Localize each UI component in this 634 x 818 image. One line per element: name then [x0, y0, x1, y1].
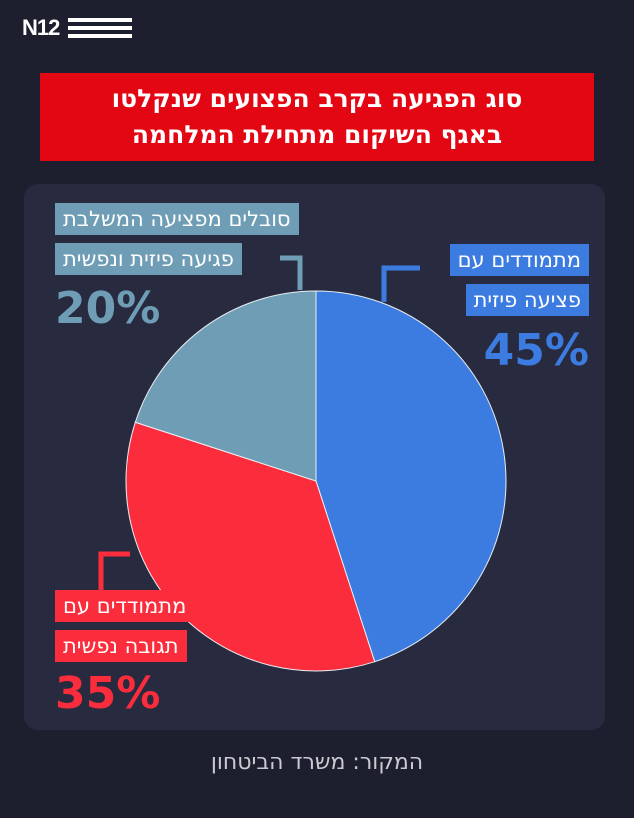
- slice-label-mental-line1: מתמודדים עם: [55, 590, 195, 622]
- slice-percent-combined: 20%: [55, 283, 161, 334]
- n12-logo: N12: [22, 15, 132, 41]
- logo-bars: [68, 18, 132, 42]
- slice-label-mental-line2: תגובה נפשית: [55, 630, 187, 662]
- slice-label-combined-line1: סובלים מפציעה המשלבת: [55, 203, 299, 235]
- leader-line-combined: [280, 255, 303, 290]
- pie-slice-combined: [134, 290, 317, 482]
- slice-label-physical-line1: מתמודדים עם: [449, 244, 589, 276]
- leader-line-mental: [98, 551, 130, 606]
- leader-line-physical: [381, 265, 420, 302]
- logo-text: N12: [22, 15, 60, 40]
- chart-title: סוג הפגיעה בקרב הפצועים שנקלטו באגף השיק…: [40, 73, 594, 161]
- slice-label-combined-line2: פגיעה פיזית ונפשית: [55, 243, 242, 275]
- slice-label-physical-line2: פציעה פיזית: [465, 284, 589, 316]
- slice-percent-physical: 45%: [483, 325, 589, 376]
- source-note: המקור: משרד הביטחון: [210, 750, 424, 775]
- slice-percent-mental: 35%: [55, 668, 161, 719]
- pie-slice-physical: [315, 290, 507, 663]
